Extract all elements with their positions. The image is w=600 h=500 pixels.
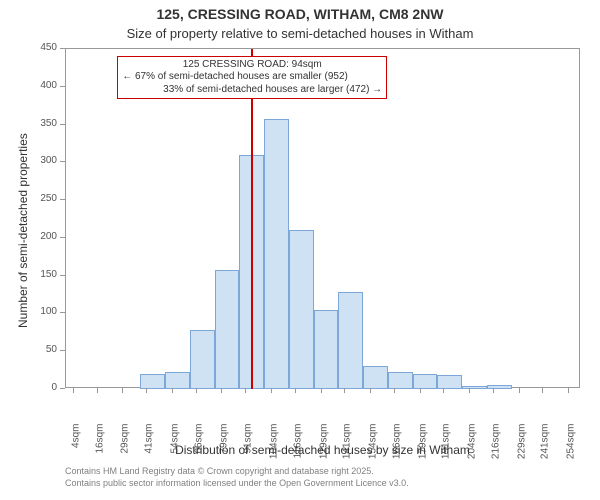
x-tick-mark: [221, 388, 222, 393]
histogram-bar: [264, 119, 289, 389]
histogram-bar: [388, 372, 413, 389]
histogram-bar: [165, 372, 190, 389]
y-tick-label: 0: [0, 382, 57, 393]
y-tick-label: 450: [0, 42, 57, 53]
x-tick-mark: [344, 388, 345, 393]
y-tick-label: 200: [0, 231, 57, 242]
histogram-bar: [338, 292, 363, 389]
y-tick-mark: [60, 275, 65, 276]
y-tick-mark: [60, 388, 65, 389]
x-tick-mark: [73, 388, 74, 393]
x-tick-mark: [443, 388, 444, 393]
y-tick-label: 150: [0, 269, 57, 280]
reference-line: [251, 49, 253, 389]
histogram-bar: [462, 386, 487, 389]
y-tick-label: 400: [0, 80, 57, 91]
x-tick-mark: [245, 388, 246, 393]
footer-line1: Contains HM Land Registry data © Crown c…: [65, 466, 409, 478]
histogram-bar: [437, 375, 462, 389]
annotation-line: 33% of semi-detached houses are larger (…: [122, 84, 382, 97]
x-tick-mark: [122, 388, 123, 393]
x-tick-mark: [146, 388, 147, 393]
y-tick-mark: [60, 350, 65, 351]
x-tick-mark: [469, 388, 470, 393]
chart-container: 125, CRESSING ROAD, WITHAM, CM8 2NW Size…: [0, 0, 600, 500]
x-axis-label: Distribution of semi-detached houses by …: [65, 443, 580, 457]
x-tick-mark: [172, 388, 173, 393]
y-tick-mark: [60, 237, 65, 238]
x-tick-mark: [97, 388, 98, 393]
x-tick-mark: [321, 388, 322, 393]
x-tick-mark: [519, 388, 520, 393]
x-tick-mark: [568, 388, 569, 393]
histogram-bar: [487, 385, 512, 389]
y-tick-label: 250: [0, 193, 57, 204]
histogram-bar: [190, 330, 215, 389]
x-tick-mark: [542, 388, 543, 393]
annotation-line: ← 67% of semi-detached houses are smalle…: [122, 71, 382, 84]
histogram-bar: [314, 310, 339, 389]
histogram-bar: [215, 270, 240, 389]
footer-attribution: Contains HM Land Registry data © Crown c…: [65, 466, 409, 489]
y-tick-label: 350: [0, 118, 57, 129]
y-tick-mark: [60, 86, 65, 87]
chart-title: 125, CRESSING ROAD, WITHAM, CM8 2NW: [0, 6, 600, 22]
y-tick-mark: [60, 161, 65, 162]
x-tick-mark: [271, 388, 272, 393]
x-tick-mark: [196, 388, 197, 393]
x-tick-mark: [370, 388, 371, 393]
annotation-line: 125 CRESSING ROAD: 94sqm: [122, 59, 382, 72]
y-tick-label: 300: [0, 155, 57, 166]
y-tick-mark: [60, 312, 65, 313]
plot-area: 125 CRESSING ROAD: 94sqm← 67% of semi-de…: [65, 48, 580, 388]
y-tick-mark: [60, 48, 65, 49]
y-tick-mark: [60, 199, 65, 200]
y-tick-mark: [60, 124, 65, 125]
histogram-bar: [413, 374, 438, 389]
footer-line2: Contains public sector information licen…: [65, 478, 409, 490]
x-tick-mark: [493, 388, 494, 393]
chart-subtitle: Size of property relative to semi-detach…: [0, 26, 600, 41]
annotation-box: 125 CRESSING ROAD: 94sqm← 67% of semi-de…: [117, 56, 387, 100]
x-tick-mark: [420, 388, 421, 393]
x-tick-mark: [394, 388, 395, 393]
histogram-bar: [140, 374, 165, 389]
histogram-bar: [363, 366, 388, 389]
histogram-bar: [289, 230, 314, 389]
y-tick-label: 100: [0, 306, 57, 317]
x-tick-mark: [295, 388, 296, 393]
y-tick-label: 50: [0, 344, 57, 355]
